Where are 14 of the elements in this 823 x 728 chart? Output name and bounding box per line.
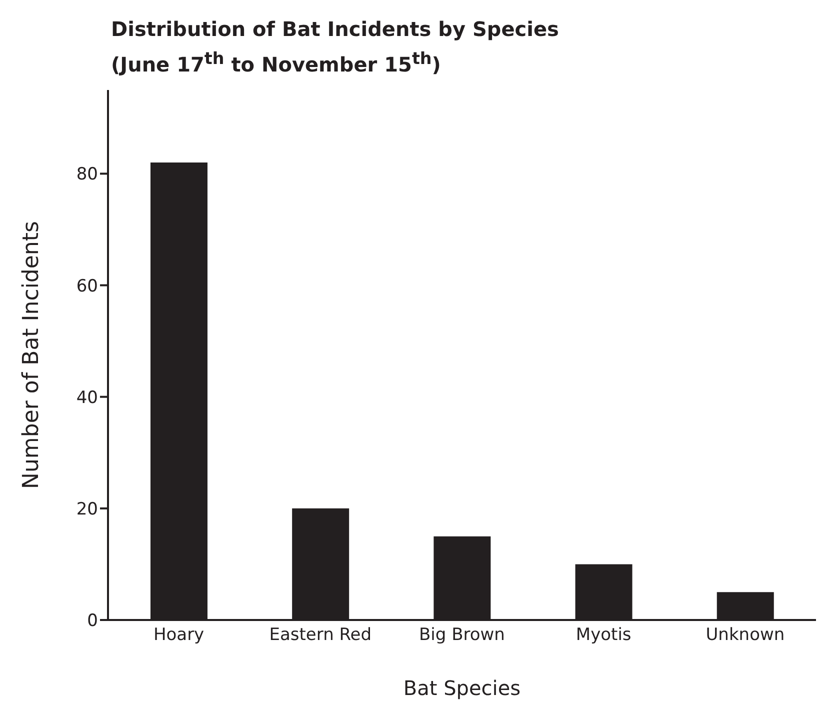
x-tick-label: Eastern Red [269,624,372,645]
y-axis-title: Number of Bat Incidents [18,220,44,489]
y-tick-label: 80 [76,164,98,184]
y-tick-label: 20 [76,499,98,520]
y-tick-label: 0 [87,610,98,631]
x-tick-label: Hoary [153,624,204,645]
chart-subtitle: (June 17$^{th}$ to November 15$^{th}$) [111,48,442,79]
y-tick-label: 40 [76,388,98,408]
x-tick-label: Big Brown [419,624,505,645]
x-axis-title: Bat Species [403,676,521,700]
x-tick-label: Myotis [576,624,632,645]
y-tick-label: 60 [76,276,98,296]
chart-title: Distribution of Bat Incidents by Species [111,16,560,43]
x-tick-label: Unknown [706,624,785,645]
